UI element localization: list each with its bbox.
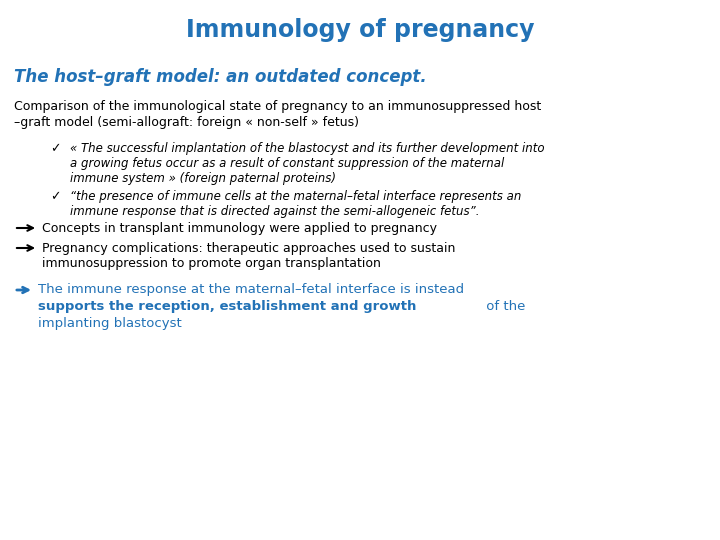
Text: immunosuppression to promote organ transplantation: immunosuppression to promote organ trans… xyxy=(42,257,381,270)
Text: Immunology of pregnancy: Immunology of pregnancy xyxy=(186,18,534,42)
Text: –graft model (semi-allograft: foreign « non-self » fetus): –graft model (semi-allograft: foreign « … xyxy=(14,116,359,129)
Text: The host–graft model: an outdated concept.: The host–graft model: an outdated concep… xyxy=(14,68,427,86)
Text: « The successful implantation of the blastocyst and its further development into: « The successful implantation of the bla… xyxy=(70,142,544,155)
Text: of the: of the xyxy=(482,300,526,313)
Text: Comparison of the immunological state of pregnancy to an immunosuppressed host: Comparison of the immunological state of… xyxy=(14,100,541,113)
Text: ✓: ✓ xyxy=(50,142,60,155)
Text: a growing fetus occur as a result of constant suppression of the maternal: a growing fetus occur as a result of con… xyxy=(70,157,504,170)
Text: “the presence of immune cells at the maternal–fetal interface represents an: “the presence of immune cells at the mat… xyxy=(70,190,521,203)
Text: implanting blastocyst: implanting blastocyst xyxy=(38,317,181,330)
Text: Pregnancy complications: therapeutic approaches used to sustain: Pregnancy complications: therapeutic app… xyxy=(42,242,455,255)
Text: The immune response at the maternal–fetal interface is instead: The immune response at the maternal–feta… xyxy=(38,283,464,296)
Text: ✓: ✓ xyxy=(50,190,60,203)
Text: immune response that is directed against the semi-allogeneic fetus”.: immune response that is directed against… xyxy=(70,205,480,218)
Text: supports the reception, establishment and growth: supports the reception, establishment an… xyxy=(38,300,416,313)
Text: Concepts in transplant immunology were applied to pregnancy: Concepts in transplant immunology were a… xyxy=(42,222,437,235)
Text: immune system » (foreign paternal proteins): immune system » (foreign paternal protei… xyxy=(70,172,336,185)
